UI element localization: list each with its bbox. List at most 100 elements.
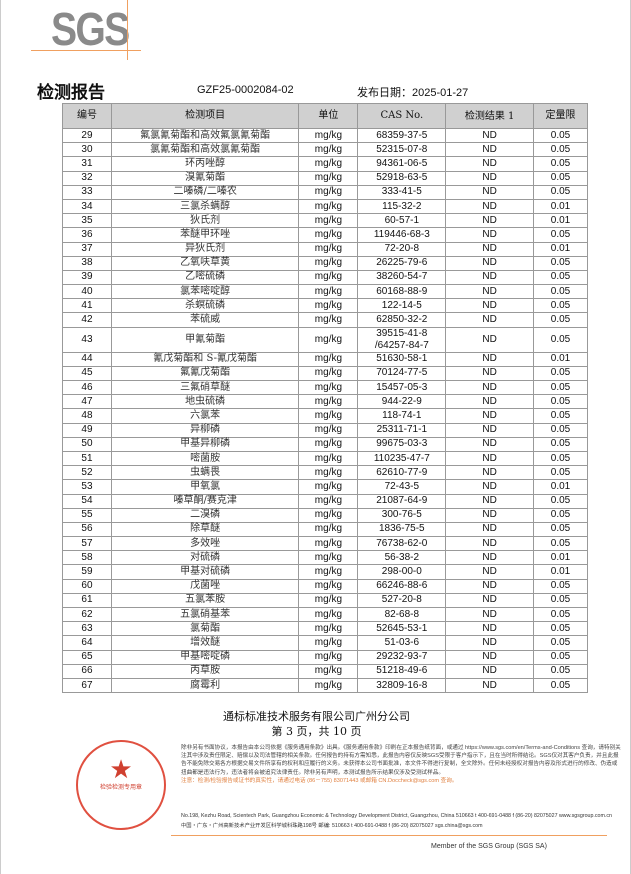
address: No.198, Kezhu Road, Scientech Park, Guan… xyxy=(181,813,612,829)
column-header: CAS No. xyxy=(357,103,447,129)
table-cell: 异狄氏剂 xyxy=(110,241,300,257)
table-cell: 嗪草酮/赛克津 xyxy=(110,493,300,509)
table-cell: 0.05 xyxy=(533,621,588,637)
table-cell: 333-41-5 xyxy=(357,184,447,200)
table-cell: 43 xyxy=(62,326,112,353)
table-cell: ND xyxy=(445,127,535,144)
table-cell: 苯醚甲环唑 xyxy=(110,227,300,243)
table-cell: ND xyxy=(445,312,535,328)
table-cell: 46 xyxy=(62,379,112,396)
table-row: 36 苯醚甲环唑 mg/kg 119446-68-3 ND 0.05 xyxy=(62,227,588,243)
table-cell: 氯苯嘧啶醇 xyxy=(110,284,300,300)
table-cell: mg/kg xyxy=(298,156,359,172)
table-cell: ND xyxy=(445,284,535,300)
column-header: 编号 xyxy=(62,103,112,129)
table-cell: mg/kg xyxy=(298,326,359,353)
table-cell: 40 xyxy=(62,284,112,300)
logo-divider xyxy=(127,0,128,60)
table-cell: 五氯苯胺 xyxy=(110,592,300,609)
table-cell: 对硫磷 xyxy=(110,550,300,566)
table-cell: 55 xyxy=(62,507,112,523)
table-cell: mg/kg xyxy=(298,284,359,300)
table-cell: 0.05 xyxy=(533,170,588,186)
table-cell: 0.05 xyxy=(533,312,588,328)
table-cell: mg/kg xyxy=(298,255,359,271)
table-cell: mg/kg xyxy=(298,521,359,538)
table-row: 33 二嗪磷/二嗪农 mg/kg 333-41-5 ND 0.05 xyxy=(62,184,588,200)
table-cell: 甲基对硫磷 xyxy=(110,564,300,580)
company-name: 通标标准技术服务有限公司广州分公司 xyxy=(223,710,410,723)
table-cell: 丙草胺 xyxy=(110,663,300,679)
table-cell: mg/kg xyxy=(298,550,359,566)
table-cell: ND xyxy=(445,436,535,452)
table-row: 47 地虫硫磷 mg/kg 944-22-9 ND 0.05 xyxy=(62,394,588,410)
table-cell: 苯硫威 xyxy=(110,312,300,328)
table-cell: 地虫硫磷 xyxy=(110,394,300,410)
table-cell: 29 xyxy=(62,127,112,144)
table-cell: 61 xyxy=(62,592,112,609)
official-seal: ★ 检验检测专用章 xyxy=(76,740,166,830)
table-cell: 0.05 xyxy=(533,269,588,286)
table-cell: mg/kg xyxy=(298,592,359,609)
table-cell: 0.05 xyxy=(533,422,588,438)
table-cell: 68359-37-5 xyxy=(357,127,447,144)
table-cell: 36 xyxy=(62,227,112,243)
table-cell: 三氟硝草醚 xyxy=(110,379,300,396)
table-cell: 异柳磷 xyxy=(110,422,300,438)
table-cell: 49 xyxy=(62,422,112,438)
table-cell: 六氯苯 xyxy=(110,408,300,424)
table-cell: 527-20-8 xyxy=(357,592,447,609)
table-cell: 52645-53-1 xyxy=(357,621,447,637)
table-cell: 0.05 xyxy=(533,663,588,679)
table-cell: mg/kg xyxy=(298,649,359,665)
table-cell: ND xyxy=(445,536,535,552)
table-cell: 41 xyxy=(62,298,112,314)
table-row: 63 氯菊酯 mg/kg 52645-53-1 ND 0.05 xyxy=(62,621,588,637)
page-number: 第 3 页，共 10 页 xyxy=(271,725,362,738)
table-cell: 122-14-5 xyxy=(357,298,447,314)
table-cell: 38260-54-7 xyxy=(357,269,447,286)
table-cell: mg/kg xyxy=(298,422,359,438)
table-cell: 虫螨畏 xyxy=(110,465,300,481)
table-cell: mg/kg xyxy=(298,142,359,158)
table-cell: 65 xyxy=(62,649,112,665)
table-cell: 99675-03-3 xyxy=(357,436,447,452)
table-cell: mg/kg xyxy=(298,578,359,594)
table-cell: 戊菌唑 xyxy=(110,578,300,594)
table-cell: mg/kg xyxy=(298,351,359,367)
column-header: 检测结果 1 xyxy=(445,103,535,129)
table-cell: mg/kg xyxy=(298,564,359,580)
table-cell: 1836-75-5 xyxy=(357,521,447,538)
table-cell: ND xyxy=(445,298,535,314)
table-cell: 五氯硝基苯 xyxy=(110,606,300,623)
table-cell: 0.05 xyxy=(533,284,588,300)
table-cell: ND xyxy=(445,255,535,271)
table-cell: 56-38-2 xyxy=(357,550,447,566)
table-cell: 0.05 xyxy=(533,606,588,623)
table-cell: 30 xyxy=(62,142,112,158)
table-row: 51 嘧菌胺 mg/kg 110235-47-7 ND 0.05 xyxy=(62,450,588,467)
table-cell: 34 xyxy=(62,198,112,215)
table-cell: 51630-58-1 xyxy=(357,351,447,367)
table-cell: ND xyxy=(445,184,535,200)
table-cell: 0.05 xyxy=(533,493,588,509)
table-cell: 二嗪磷/二嗪农 xyxy=(110,184,300,200)
table-cell: 115-32-2 xyxy=(357,198,447,215)
table-cell: 除草醚 xyxy=(110,521,300,538)
table-cell: 三氯杀螨醇 xyxy=(110,198,300,215)
table-cell: 72-20-8 xyxy=(357,241,447,257)
table-cell: 62 xyxy=(62,606,112,623)
table-row: 65 甲基嘧啶磷 mg/kg 29232-93-7 ND 0.05 xyxy=(62,649,588,665)
table-cell: ND xyxy=(445,394,535,410)
table-cell: 44 xyxy=(62,351,112,367)
table-cell: 0.05 xyxy=(533,635,588,651)
disclaimer: 除非另有书面协议，本报告由本公司依据《服务通用条款》出具。《服务通用条款》印刷在… xyxy=(181,745,621,784)
results-table: 编号 检测项目 单位 CAS No. 检测结果 1 定量限 29 氟氯氰菊酯和高效氟氯氰菊酯… xyxy=(62,103,588,694)
table-cell: 二溴磷 xyxy=(110,507,300,523)
table-cell: 0.05 xyxy=(533,184,588,200)
table-cell: mg/kg xyxy=(298,312,359,328)
table-cell: 64 xyxy=(62,635,112,651)
table-cell: ND xyxy=(445,663,535,679)
table-cell: ND xyxy=(445,269,535,286)
report-number: GZF25-0002084-02 xyxy=(197,84,294,96)
